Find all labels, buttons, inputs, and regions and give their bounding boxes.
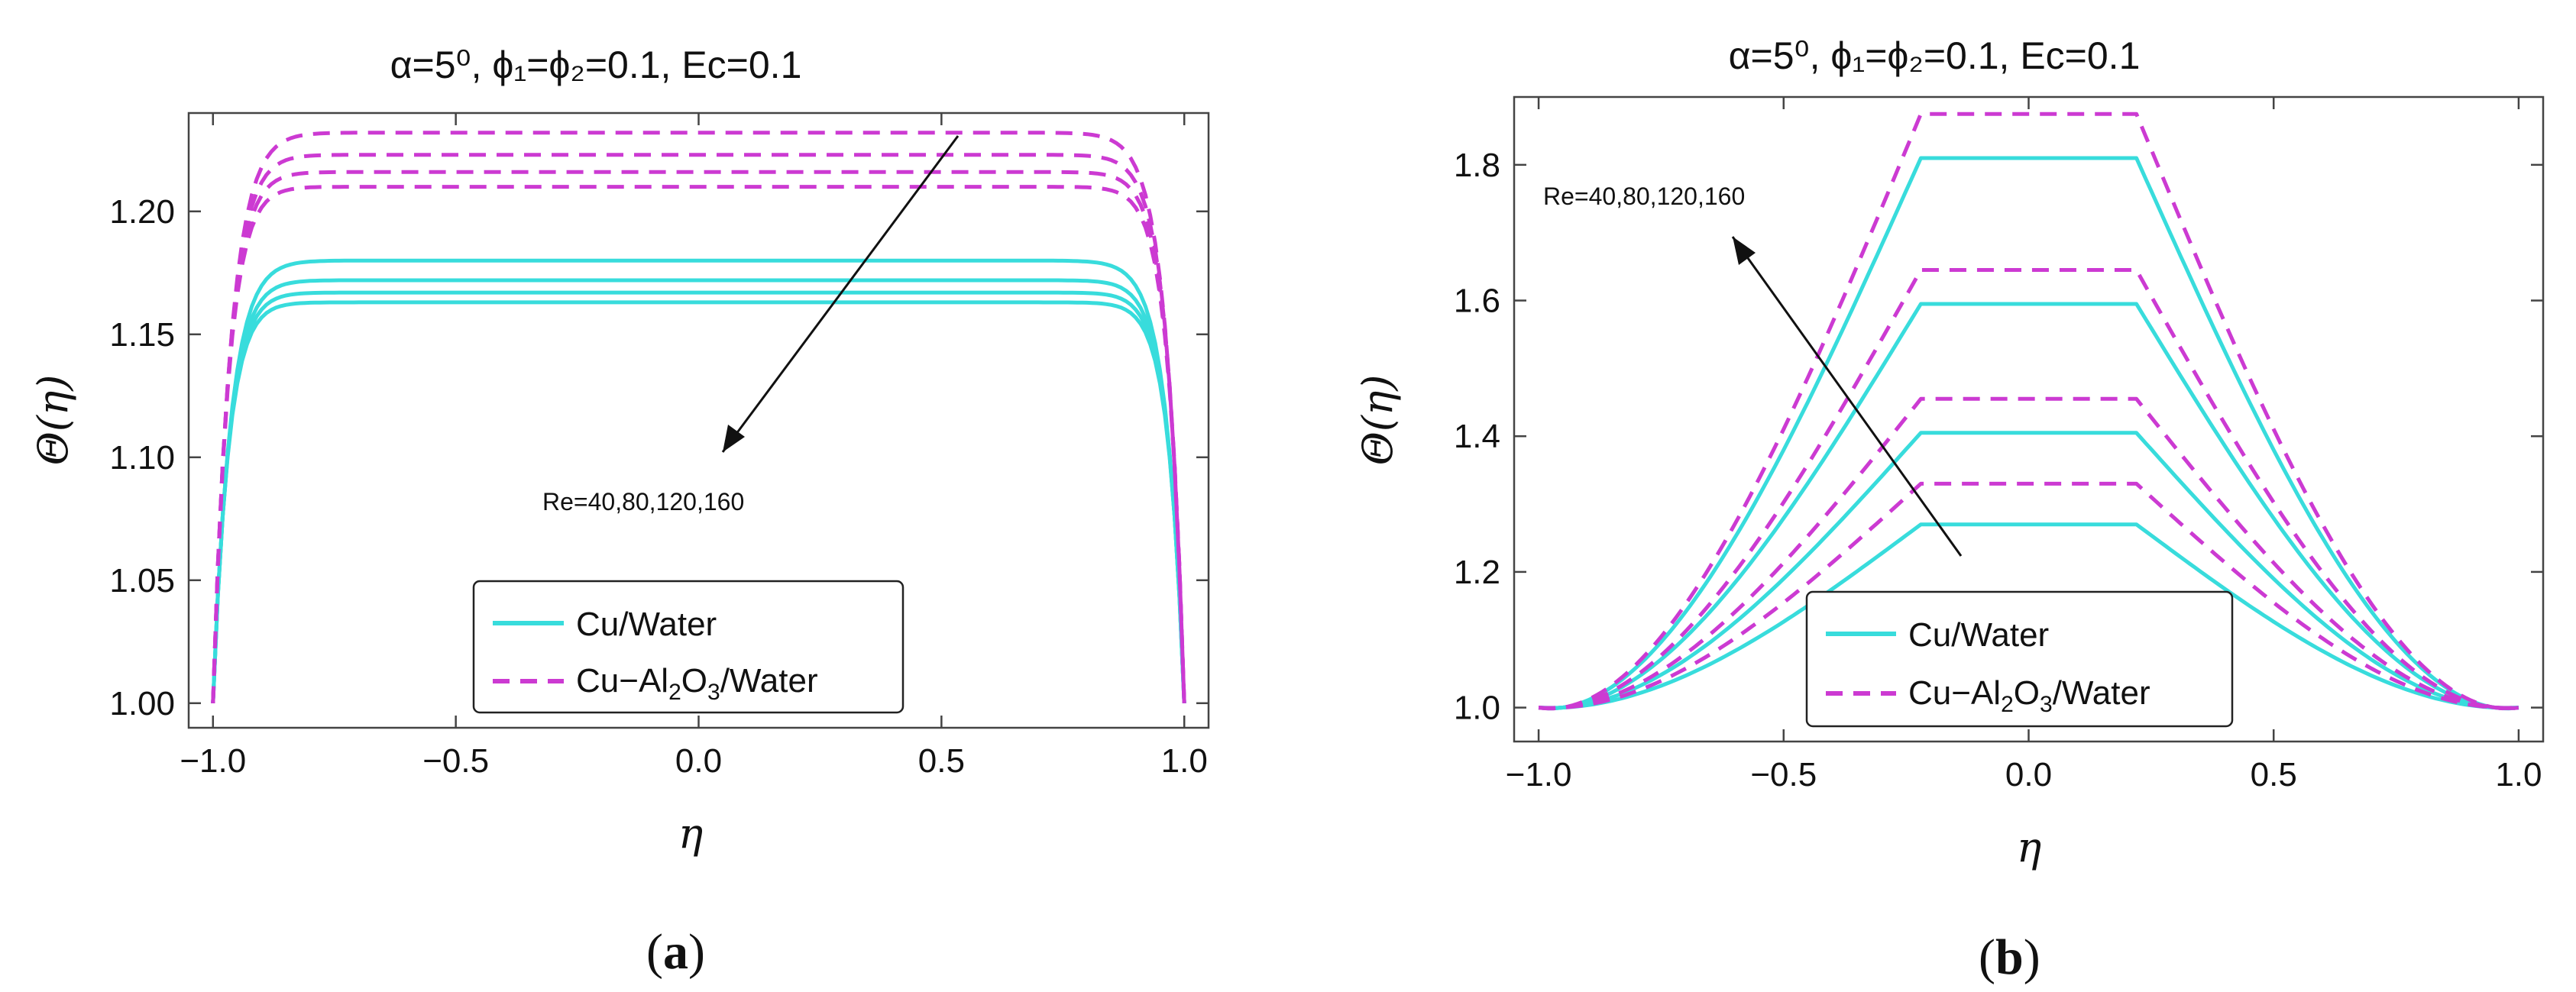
legend-box-a xyxy=(472,580,905,714)
series-line-b-cu-re120 xyxy=(1538,302,2519,710)
series-line-a-cu-al2o3-re80 xyxy=(211,153,1186,703)
chart-panel-b: α=5⁰, ϕ₁=ϕ₂=0.1, Ec=0.1 1.01.21.41.61.8 … xyxy=(1354,34,2545,985)
y-tick-label: 1.10 xyxy=(109,439,175,477)
y-ticks-a: 1.00 1.05 1.10 1.15 1.20 xyxy=(109,193,1209,722)
y-tick-label: 1.0 xyxy=(1454,690,1500,727)
series-line-b-cu-al2o3-re160 xyxy=(1538,111,2519,711)
curves-b xyxy=(1538,111,2519,711)
x-tick-label: 0.5 xyxy=(2251,756,2297,793)
annotation-arrowhead-b xyxy=(1733,237,1756,265)
y-tick-label: 1.2 xyxy=(1454,554,1500,591)
legend-label-solid-a: Cu/Water xyxy=(576,606,717,643)
chart-panel-a: α=5⁰, ϕ₁=ϕ₂=0.1, Ec=0.1 1.00 1.05 1.10 1.15… xyxy=(29,44,1210,980)
series-line-a-cu-al2o3-re160 xyxy=(211,185,1186,703)
x-tick-label: 0.5 xyxy=(918,742,965,780)
x-axis-label-a: η xyxy=(678,809,703,858)
y-ticks-b: 1.0 1.2 1.4 1.6 1.8 xyxy=(1454,147,2543,727)
chart-title-a: α=5⁰, ϕ₁=ϕ₂=0.1, Ec=0.1 xyxy=(390,44,802,86)
series-line-b-cu-re160 xyxy=(1538,156,2519,711)
x-tick-label: 0.0 xyxy=(2005,756,2052,793)
annotation-arrow-b xyxy=(1731,236,1963,557)
series-line-a-cu-al2o3-re40 xyxy=(211,131,1186,703)
y-axis-label-b: Θ(η) xyxy=(1354,375,1402,466)
caption-b: (b) xyxy=(1979,929,2040,985)
series-line-b-cu-re80 xyxy=(1538,431,2519,710)
y-tick-label: 1.6 xyxy=(1454,283,1500,320)
x-tick-label: 1.0 xyxy=(1161,742,1208,780)
series-line-a-cu-re40 xyxy=(211,258,1186,703)
y-tick-label: 1.00 xyxy=(109,685,175,722)
x-ticks-a: −1.0 −0.5 0.0 0.5 1.0 xyxy=(180,113,1208,780)
x-tick-label: −0.5 xyxy=(422,742,489,780)
series-line-b-cu-re40 xyxy=(1539,522,2519,710)
y-axis-label-a: Θ(η) xyxy=(29,375,77,466)
x-tick-label: −0.5 xyxy=(1750,756,1817,793)
legend-a: Cu/Water Cu−Al2O3/Water xyxy=(472,580,905,714)
x-tick-label: 0.0 xyxy=(675,742,722,780)
chart-title-b: α=5⁰, ϕ₁=ϕ₂=0.1, Ec=0.1 xyxy=(1729,34,2141,77)
annotation-a: Re=40,80,120,160 xyxy=(542,488,744,515)
y-tick-label: 1.4 xyxy=(1454,418,1500,455)
series-line-a-cu-al2o3-re120 xyxy=(211,170,1186,703)
x-tick-label: 1.0 xyxy=(2495,756,2542,793)
annotation-arrow-a xyxy=(721,135,960,453)
annotation-arrowhead-a xyxy=(723,425,745,452)
series-line-a-cu-re80 xyxy=(211,278,1186,703)
series-line-b-cu-al2o3-re80 xyxy=(1538,396,2519,710)
curves-a xyxy=(211,131,1186,703)
x-ticks-b: −1.0 −0.5 0.0 0.5 1.0 xyxy=(1506,97,2542,793)
x-axis-label-b: η xyxy=(2017,823,2041,871)
legend-box-b xyxy=(1805,590,2234,728)
legend-label-dashed-a: Cu−Al2O3/Water xyxy=(576,662,818,705)
legend-label-solid-b: Cu/Water xyxy=(1908,616,2049,654)
y-tick-label: 1.20 xyxy=(109,193,175,231)
series-line-a-cu-re160 xyxy=(211,300,1186,703)
series-line-b-cu-al2o3-re40 xyxy=(1538,481,2519,710)
y-tick-label: 1.15 xyxy=(109,316,175,354)
y-tick-label: 1.8 xyxy=(1454,147,1500,184)
y-tick-label: 1.05 xyxy=(109,562,175,599)
series-line-a-cu-re120 xyxy=(211,290,1186,703)
x-tick-label: −1.0 xyxy=(180,742,246,780)
series-line-b-cu-al2o3-re120 xyxy=(1538,268,2519,710)
legend-label-dashed-b: Cu−Al2O3/Water xyxy=(1908,674,2150,717)
caption-a: (a) xyxy=(646,924,705,980)
legend-b: Cu/Water Cu−Al2O3/Water xyxy=(1805,590,2234,728)
annotation-b: Re=40,80,120,160 xyxy=(1543,183,1745,210)
x-tick-label: −1.0 xyxy=(1506,756,1572,793)
